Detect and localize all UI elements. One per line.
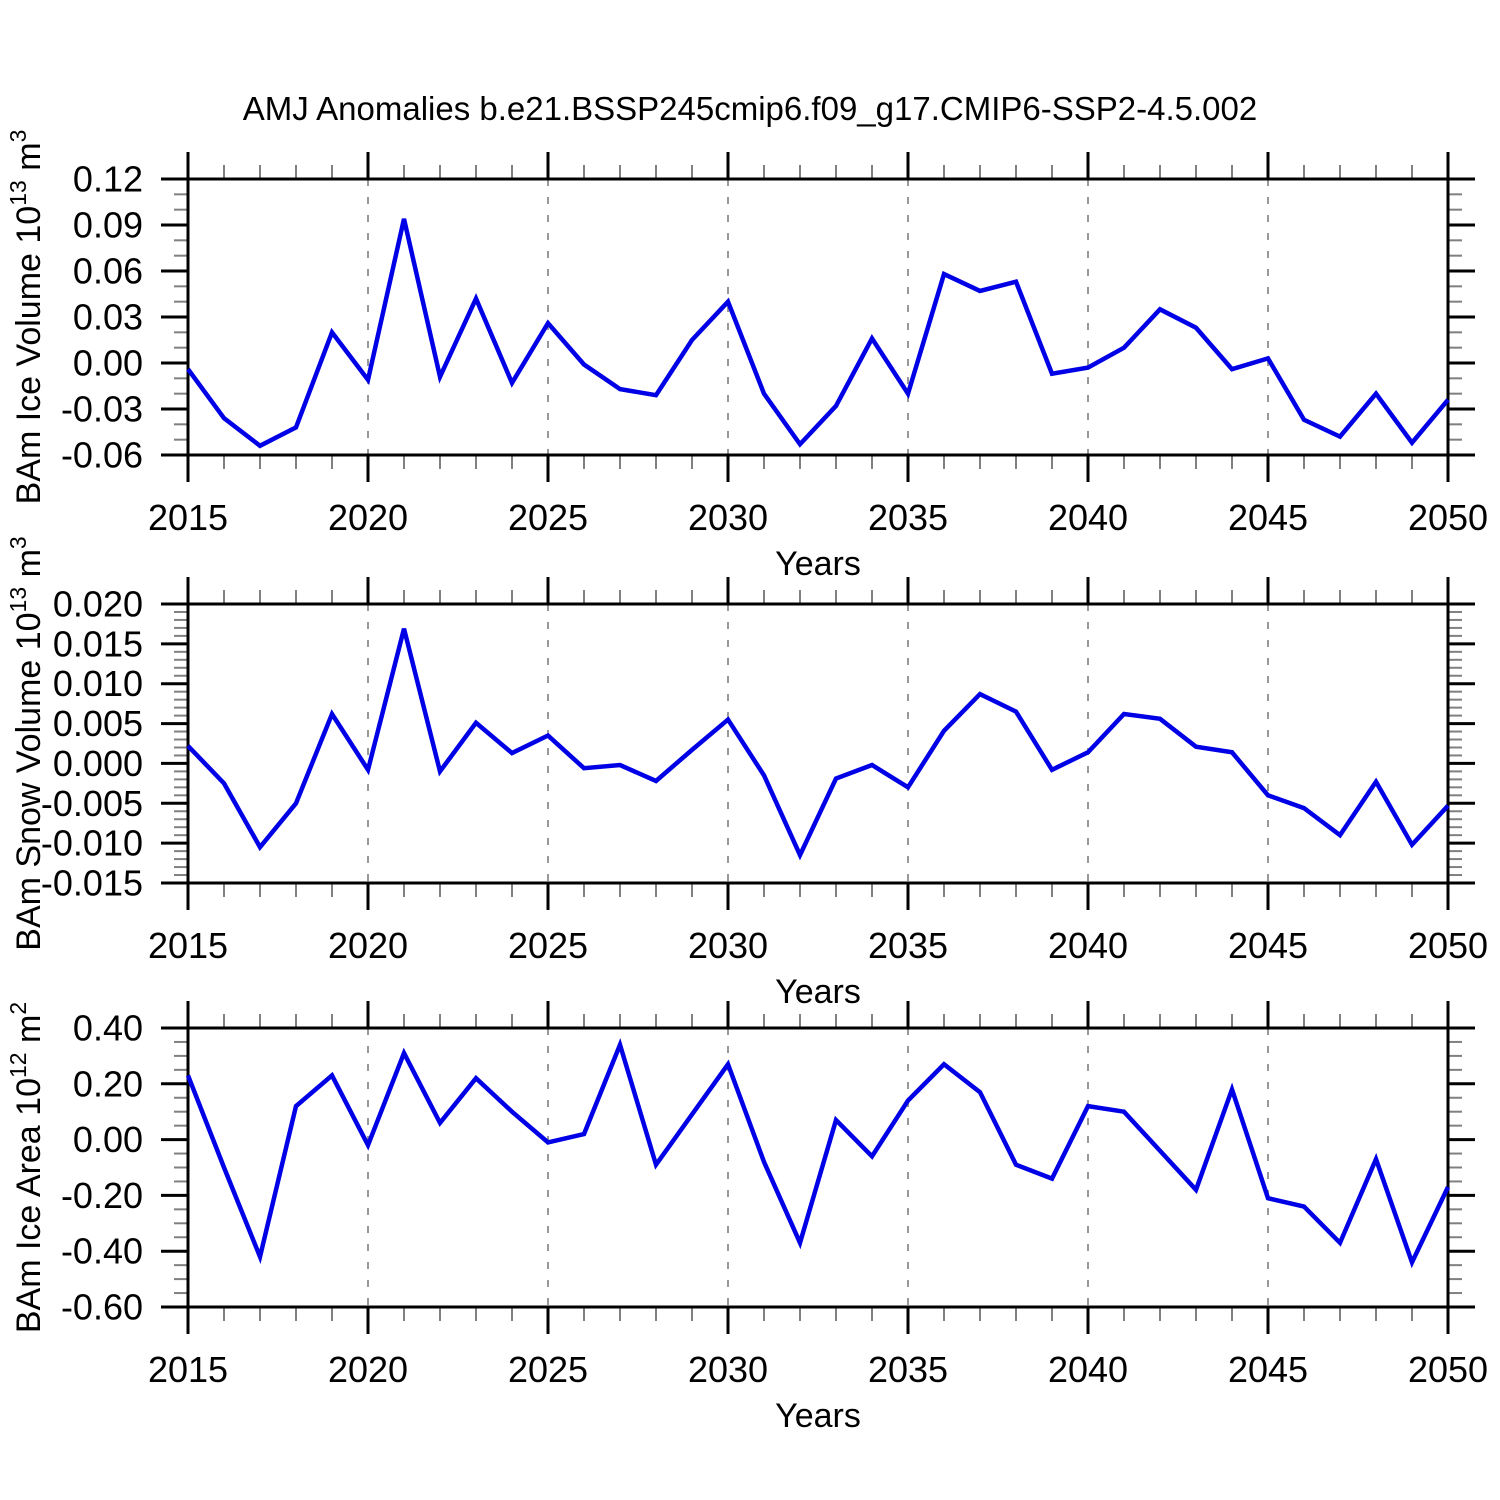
x-tick-label: 2035 [868, 1349, 948, 1390]
y-ticks [161, 177, 1475, 457]
y-tick-label: 0.020 [53, 584, 143, 625]
y-axis-title: BAm Ice Volume 1013 m3 [5, 130, 48, 505]
y-ticks [161, 1026, 1475, 1309]
y-ticks [161, 602, 1475, 885]
ice-area-series-line [185, 1037, 1451, 1269]
x-tick-label: 2050 [1408, 1349, 1488, 1390]
x-tick-label: 2050 [1408, 925, 1488, 966]
ice-volume-series-line [186, 218, 1450, 449]
y-tick-label: 0.005 [53, 703, 143, 744]
y-tick-label: 0.015 [53, 623, 143, 664]
y-tick-label: -0.06 [61, 435, 143, 476]
x-tick-label: 2050 [1408, 497, 1488, 538]
panel-ice-area: -0.60 -0.40 -0.20 0.00 0.20 0.40 2015 2020 2025 2… [5, 1001, 1488, 1435]
y-axis-title: BAm Snow Volume 1013 m3 [5, 536, 48, 950]
y-tick-label: 0.00 [73, 1119, 143, 1160]
x-tick-label: 2015 [148, 1349, 228, 1390]
y-tick-label: -0.20 [61, 1175, 143, 1216]
x-tick-label: 2025 [508, 1349, 588, 1390]
x-tick-label: 2035 [868, 497, 948, 538]
panel-border [186, 602, 1450, 885]
x-tick-label: 2030 [688, 497, 768, 538]
panel-snow-volume: -0.015-0.010-0.0050.0000.0050.0100.0150.… [5, 536, 1488, 1011]
y-tick-label: -0.03 [61, 389, 143, 430]
y-tick-label: 0.12 [73, 159, 143, 200]
x-tick-label: 2020 [328, 497, 408, 538]
x-ticks [186, 152, 1450, 482]
y-tick-label: 0.000 [53, 743, 143, 784]
x-tick-label: 2020 [328, 925, 408, 966]
y-tick-label: 0.010 [53, 663, 143, 704]
x-tick-label: 2040 [1048, 1349, 1128, 1390]
y-tick-label: -0.60 [61, 1287, 143, 1328]
y-tick-label: -0.015 [41, 863, 143, 904]
x-tick-label: 2040 [1048, 925, 1128, 966]
x-tick-label: 2025 [508, 925, 588, 966]
x-tick-label: 2045 [1228, 1349, 1308, 1390]
x-tick-label: 2040 [1048, 497, 1128, 538]
chart-title: AMJ Anomalies b.e21.BSSP245cmip6.f09_g17… [242, 90, 1258, 127]
x-tick-label: 2025 [508, 497, 588, 538]
y-tick-label: 0.09 [73, 205, 143, 246]
y-tick-label: 0.20 [73, 1063, 143, 1104]
x-axis-title: Years [775, 545, 861, 583]
y-tick-label: -0.010 [41, 823, 143, 864]
snow-volume-series-line [186, 628, 1450, 861]
panel-border [186, 1026, 1450, 1309]
y-tick-label: 0.40 [73, 1008, 143, 1049]
y-tick-label: -0.40 [61, 1231, 143, 1272]
panel-ice-volume: -0.06 -0.03 0.00 0.03 0.06 0.09 0.12 2015 2020 20… [5, 130, 1488, 583]
y-tick-label: 0.03 [73, 297, 143, 338]
y-tick-label: 0.06 [73, 251, 143, 292]
panel-border [186, 177, 1450, 457]
x-tick-label: 2035 [868, 925, 948, 966]
x-tick-label: 2045 [1228, 925, 1308, 966]
x-tick-label: 2020 [328, 1349, 408, 1390]
x-tick-label: 2015 [148, 925, 228, 966]
x-tick-label: 2045 [1228, 497, 1308, 538]
x-tick-label: 2030 [688, 1349, 768, 1390]
y-tick-label: -0.005 [41, 783, 143, 824]
x-tick-label: 2015 [148, 497, 228, 538]
x-ticks [186, 1001, 1450, 1334]
y-axis-title: BAm Ice Area 1012 m2 [5, 1002, 48, 1333]
x-ticks [186, 577, 1450, 910]
x-axis-title: Years [775, 1397, 861, 1435]
x-axis-title: Years [775, 973, 861, 1011]
y-tick-label: 0.00 [73, 343, 143, 384]
x-tick-label: 2030 [688, 925, 768, 966]
